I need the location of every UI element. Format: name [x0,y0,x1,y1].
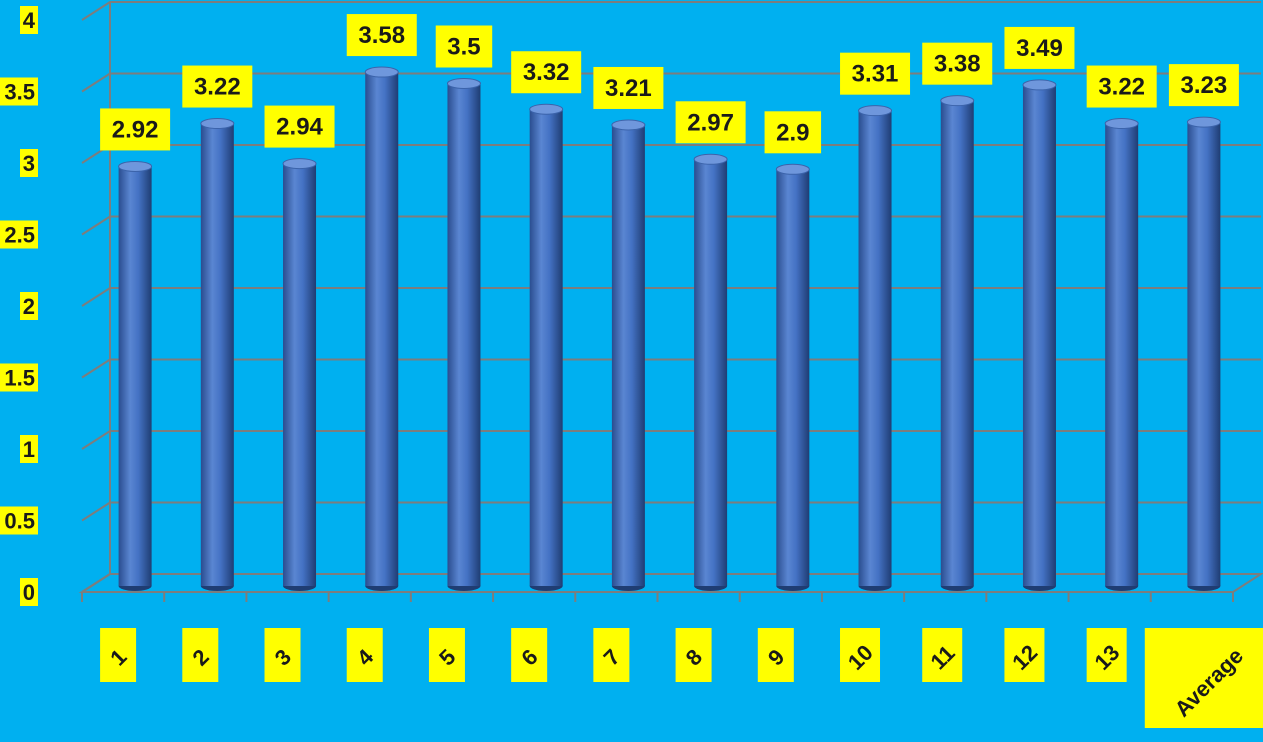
y-tick-label: 4 [20,6,38,34]
data-label: 2.94 [264,105,335,148]
y-tick-label: 2 [20,292,38,320]
bar [200,118,235,591]
data-label: 3.23 [1168,64,1239,107]
gridline [81,215,1261,236]
y-axis-tick-labels: 0 0.5 1 1.5 2 2.5 3 3.5 4 [0,6,38,606]
svg-text:3.31: 3.31 [852,61,899,88]
gridline [81,287,1261,307]
bar [1186,116,1221,591]
svg-text:3.32: 3.32 [523,59,570,86]
svg-text:3.21: 3.21 [605,75,652,102]
x-tick-label: 10 [840,628,881,682]
bar [118,160,153,591]
svg-text:2.97: 2.97 [687,109,734,136]
svg-text:3: 3 [23,151,35,176]
svg-text:1: 1 [23,437,35,462]
svg-text:3.49: 3.49 [1016,35,1063,62]
data-label: 3.58 [346,14,417,57]
gridline [81,0,1261,21]
data-label: 2.92 [100,108,171,151]
data-label: 3.22 [1086,65,1157,108]
svg-text:3.58: 3.58 [358,22,405,49]
data-label: 3.31 [840,52,911,95]
bar [529,103,564,591]
svg-text:4: 4 [23,8,36,33]
y-tick-label: 1.5 [0,363,38,392]
x-tick-label: Average [1144,628,1263,728]
y-tick-label: 2.5 [0,220,38,249]
x-tick-label: 9 [757,628,794,682]
data-label: 3.21 [593,66,664,109]
bar [940,95,975,591]
svg-text:2.94: 2.94 [276,114,323,141]
bar [1104,118,1139,591]
bar [611,119,646,591]
gridline [81,430,1261,450]
y-tick-label: 1 [20,435,38,463]
svg-text:3.5: 3.5 [447,34,480,61]
y-tick-label: 3 [20,149,38,177]
x-tick-label: 2 [182,628,219,682]
svg-text:3.23: 3.23 [1181,72,1228,99]
svg-text:3.22: 3.22 [1098,74,1145,101]
x-tick-label: 6 [511,628,548,682]
x-tick-label: 13 [1086,628,1127,682]
svg-text:0: 0 [23,580,35,605]
x-tick-label: 3 [264,628,301,682]
data-label: 3.22 [182,65,253,108]
bar [693,153,728,591]
svg-text:0.5: 0.5 [4,509,35,534]
data-label: 2.97 [675,101,746,144]
bar [364,66,399,591]
svg-text:3.22: 3.22 [194,74,241,101]
x-tick-label: 1 [100,628,137,682]
data-labels: 2.92 3.22 2.94 3.58 3.5 3.32 3.21 2.97 2.9 3.31 3.… [100,14,1239,154]
gridline [81,501,1261,522]
x-tick-label: 4 [346,628,383,682]
data-label: 3.49 [1004,26,1075,69]
bar [775,163,810,591]
bar [858,105,893,591]
data-label: 2.9 [764,111,822,154]
bars [118,66,1221,591]
bar [282,158,317,591]
gridline [81,358,1261,379]
gridline [81,72,1261,93]
gridline [81,573,1261,593]
x-tick-label: 12 [1004,628,1045,682]
svg-text:3.38: 3.38 [934,51,981,78]
svg-text:2.92: 2.92 [112,116,159,143]
floor [78,573,1263,593]
data-label: 3.5 [435,25,493,68]
x-tick-label: 11 [922,628,963,682]
gridline [81,144,1261,164]
svg-text:3.5: 3.5 [4,80,35,105]
x-tick-label: 5 [428,628,465,682]
svg-text:2: 2 [23,294,35,319]
y-tick-label: 0.5 [0,506,38,535]
y-tick-label: 0 [20,578,38,606]
svg-text:1.5: 1.5 [4,366,35,391]
svg-text:2.5: 2.5 [4,223,35,248]
bar [446,78,481,591]
bar [1022,79,1057,591]
data-label: 3.32 [511,51,582,94]
data-label: 3.38 [922,42,993,85]
y-tick-label: 3.5 [0,77,38,106]
x-tick-label: 7 [593,628,630,682]
x-axis-tick-labels: 1 2 3 4 5 6 7 8 9 10 11 12 13 Average [100,628,1263,728]
svg-text:2.9: 2.9 [776,119,809,146]
gridlines [78,0,1263,602]
x-tick-label: 8 [675,628,712,682]
